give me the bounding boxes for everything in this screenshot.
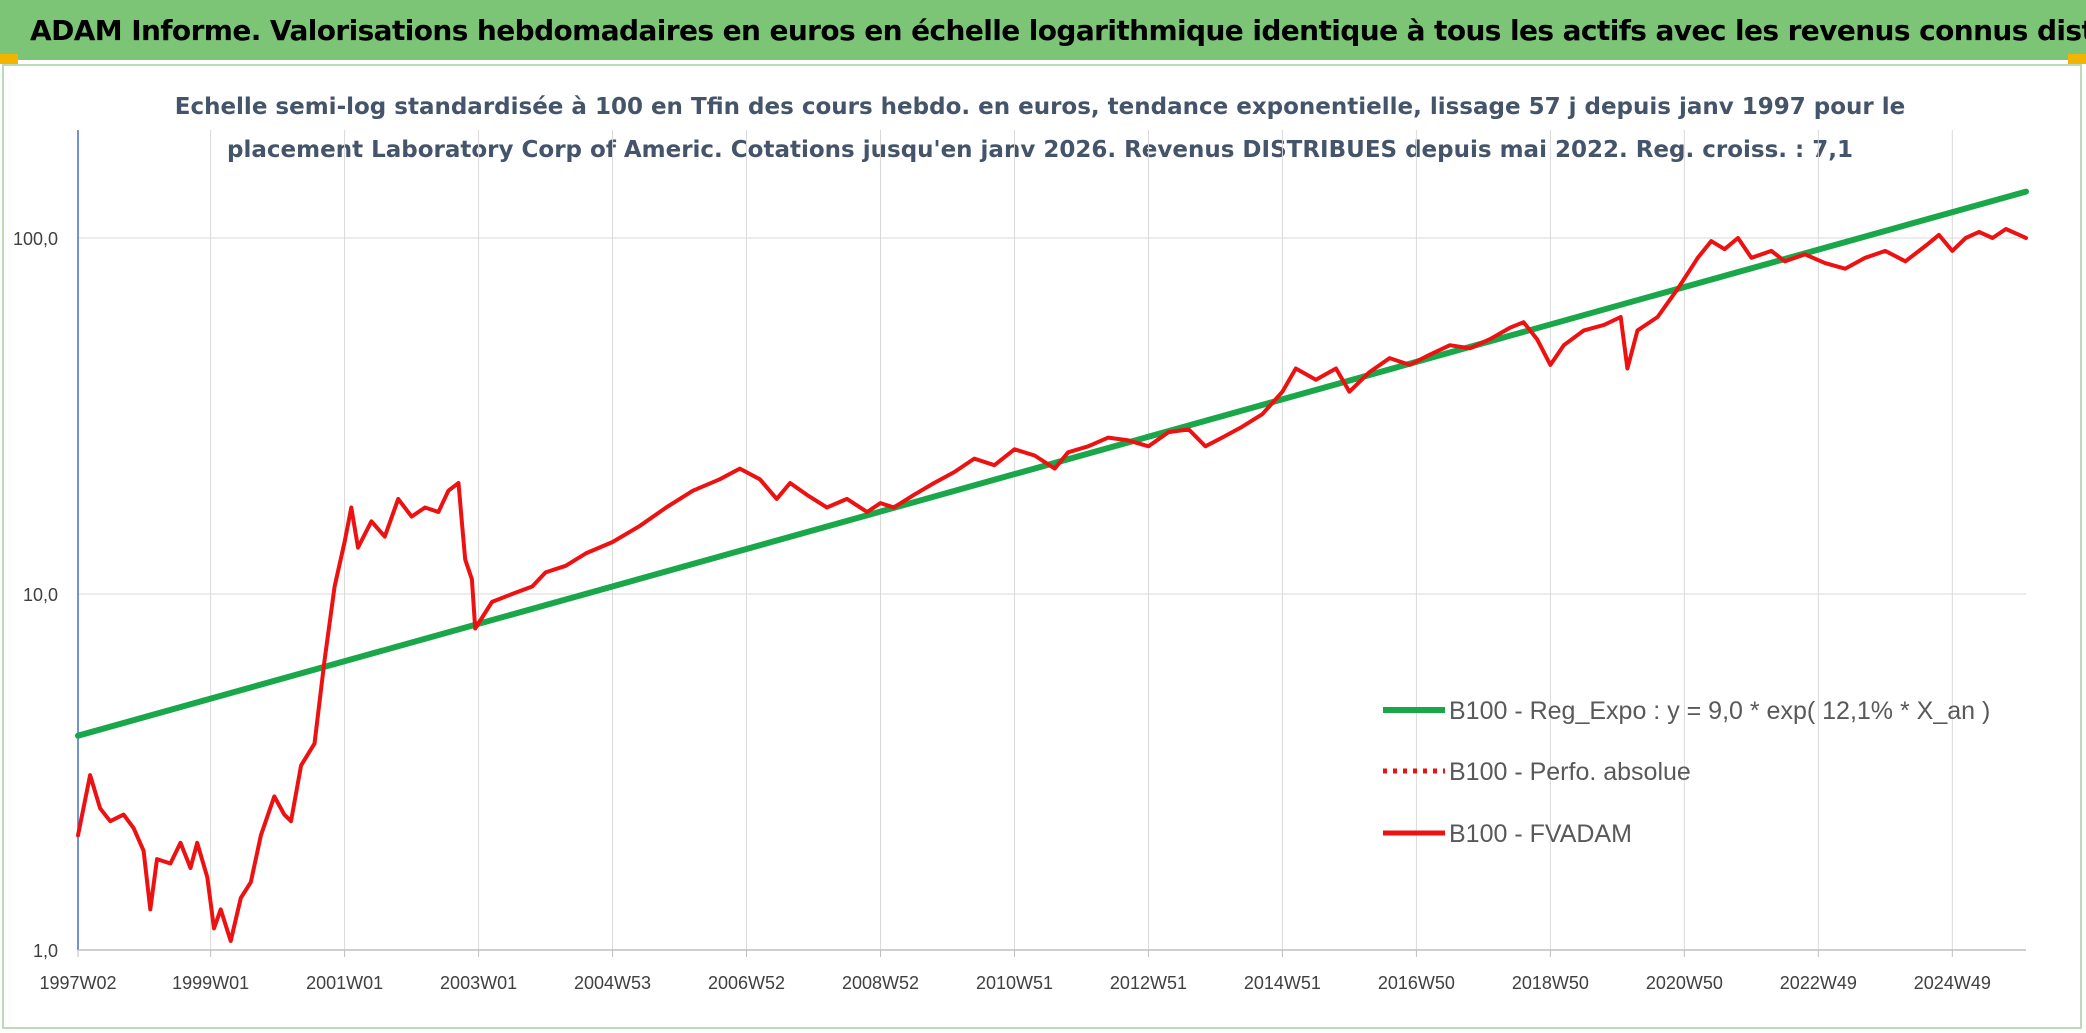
series-layer [75, 188, 2029, 943]
x-tick-label: 1997W02 [39, 973, 116, 993]
corner-marker-left [0, 54, 18, 64]
axes [77, 130, 2026, 957]
gridlines [77, 130, 2026, 951]
regression-line [75, 188, 2029, 739]
legend-label: B100 - FVADAM [1449, 820, 1632, 848]
corner-marker-right [2068, 54, 2086, 64]
y-tick-label: 100,0 [13, 229, 58, 249]
x-tick-label: 2016W50 [1378, 973, 1455, 993]
report-title: ADAM Informe. Valorisations hebdomadaire… [30, 13, 2086, 47]
x-tick-label: 2022W49 [1780, 973, 1857, 993]
report-header: ADAM Informe. Valorisations hebdomadaire… [0, 0, 2086, 60]
chart-frame [2, 64, 2082, 1029]
x-tick-label: 2020W50 [1646, 973, 1723, 993]
tick-labels: 1997W02 1999W01 2001W01 2003W01 2004W53 2006W… [13, 229, 1991, 993]
x-tick-label: 2014W51 [1244, 973, 1321, 993]
x-tick-label: 2018W50 [1512, 973, 1589, 993]
x-tick-label: 2003W01 [440, 973, 517, 993]
legend-label: B100 - Perfo. absolue [1449, 758, 1691, 786]
chart-title-line-1: Echelle semi-log standardisée à 100 en T… [175, 94, 1906, 120]
y-tick-label: 10,0 [23, 585, 58, 605]
x-tick-label: 2001W01 [306, 973, 383, 993]
chart-title-line-2: placement Laboratory Corp of Americ. Cot… [227, 137, 1853, 163]
legend: B100 - Reg_Expo : y = 9,0 * exp( 12,1% *… [1383, 697, 1990, 848]
x-tick-label: 2006W52 [708, 973, 785, 993]
legend-regression: B100 - Reg_Expo : y = 9,0 * exp( 12,1% *… [1383, 697, 1990, 725]
x-tick-label: 2008W52 [842, 973, 919, 993]
legend-perfo-absolue: B100 - Perfo. absolue [1383, 758, 1691, 786]
x-tick-label: 1999W01 [172, 973, 249, 993]
legend-label: B100 - Reg_Expo : y = 9,0 * exp( 12,1% *… [1449, 697, 1990, 725]
x-tick-label: 2012W51 [1110, 973, 1187, 993]
x-tick-label: 2010W51 [976, 973, 1053, 993]
x-tick-label: 2024W49 [1914, 973, 1991, 993]
y-tick-label: 1,0 [33, 941, 58, 961]
legend-fvadam: B100 - FVADAM [1383, 820, 1632, 848]
fvadam-line [76, 227, 2028, 943]
x-tick-label: 2004W53 [574, 973, 651, 993]
